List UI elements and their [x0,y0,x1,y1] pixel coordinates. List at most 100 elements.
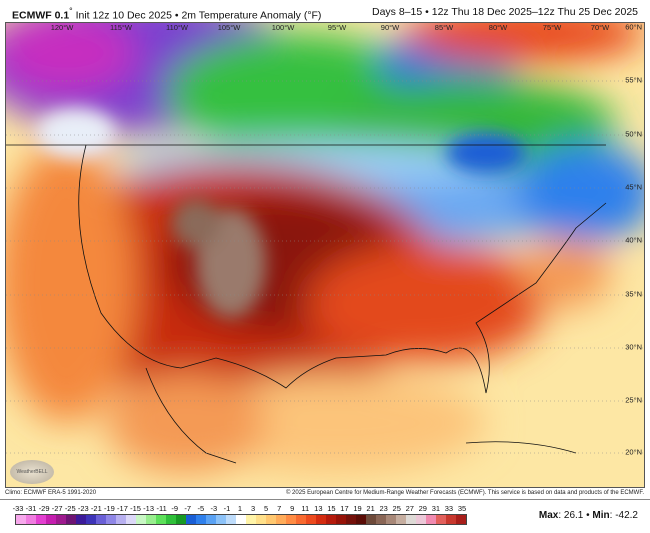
colorbar-tick-label: 13 [314,504,323,513]
product-name: 2m Temperature Anomaly (°F) [181,9,322,22]
lon-label: 85°W [434,23,454,32]
colorbar-swatch [126,515,136,524]
min-label: Min [592,510,610,521]
colorbar-tick-label: 21 [366,504,375,513]
colorbar-tick-label: 5 [264,504,269,513]
lon-label: 120°W [50,23,74,32]
colorbar-swatch [226,515,236,524]
colorbar-tick-label: -1 [223,504,231,513]
colorbar-tick-label: 15 [327,504,336,513]
colorbar-tick-label: 29 [418,504,427,513]
colorbar-tick-label: -19 [103,504,115,513]
max-label: Max [538,510,559,521]
colorbar-swatch [276,515,286,524]
lat-label: 40°N [625,235,642,245]
colorbar-swatch [286,515,296,524]
colorbar-swatch [196,515,206,524]
separator: • [174,9,179,22]
colorbar-swatch [166,515,176,524]
colorbar-tick-label: -11 [156,504,167,513]
map-title: ECMWF 0.1° Init 12z 10 Dec 2025 • 2m Tem… [12,6,321,22]
colorbar-swatch [456,515,466,524]
valid-time: 12z Thu 18 Dec 2025–12z Thu 25 Dec 2025 [431,6,638,18]
colorbar-swatch [346,515,356,524]
map-field [6,23,644,487]
colorbar-tick-label: 25 [392,504,401,513]
degree-sign: ° [69,6,73,16]
colorbar-swatch [236,515,246,524]
colorbar-tick-label: -17 [117,504,128,513]
borders [6,144,607,464]
colorbar-swatch [406,515,416,524]
colorbar-swatch [396,515,406,524]
climatology-note: Climo: ECMWF ERA-5 1991-2020 [5,490,97,496]
lat-label: 20°N [625,447,642,457]
copyright-note: © 2025 European Centre for Medium-Range … [285,490,644,496]
colorbar-swatch [246,515,256,524]
colorbar-swatch [356,515,366,524]
colorbar-swatch [256,515,266,524]
colorbar-tick-label: -3 [210,504,218,513]
colorbar-swatch [146,515,156,524]
lat-label: 55°N [625,75,642,85]
colorbar-swatch [216,515,226,524]
lon-label: 100°W [271,23,295,32]
colorbar-tick-label: -21 [90,504,102,513]
lat-label: 45°N [625,182,642,192]
colorbar-tick-label: -9 [171,504,179,513]
colorbar-tick-label: 1 [237,504,243,513]
colorbar-tick-label: 19 [353,504,362,513]
colorbar-swatch [16,515,26,524]
colorbar-tick-label: -29 [38,504,50,513]
colorbar-swatch [156,515,166,524]
colorbar-tick-label: -13 [143,504,154,513]
min-value: -42.2 [615,510,638,521]
lat-label: 60°N [625,22,642,32]
colorbar-swatch [36,515,46,524]
colorbar-swatch [206,515,216,524]
colorbar-swatch [386,515,396,524]
graticule [6,80,644,454]
lat-label: 30°N [625,342,642,352]
colorbar-swatch [76,515,86,524]
colorbar-tick-label: 35 [457,504,467,513]
colorbar-swatch [116,515,126,524]
colorbar-swatch [316,515,326,524]
colorbar-tick-label: 17 [340,504,349,513]
colorbar-swatch [186,515,196,524]
lon-label: 115°W [109,23,133,32]
lon-label: 70°W [590,23,610,32]
lon-label: 110°W [165,23,189,32]
lon-label: 75°W [542,23,562,32]
colorbar-swatch [86,515,96,524]
colorbar-swatch [436,515,446,524]
colorbar-tick-label: 9 [290,504,295,513]
colorbar-tick-label: 7 [277,504,282,513]
separator: • [425,6,429,18]
colorbar-swatch [366,515,376,524]
colorbar-swatch [376,515,386,524]
lat-label: 50°N [625,129,642,139]
valid-period: Days 8–15 • 12z Thu 18 Dec 2025–12z Thu … [372,6,638,18]
lon-label: 95°W [327,23,347,32]
colorbar-swatch [106,515,116,524]
colorbar-swatch [66,515,76,524]
lon-label: 90°W [380,23,400,32]
weatherbell-logo: WeatherBELL [10,460,54,484]
colorbar-swatch [26,515,36,524]
colorbar-swatch [136,515,146,524]
model-name: ECMWF 0.1 [12,9,70,22]
colorbar-swatch [426,515,436,524]
colorbar-tick-label: 3 [250,504,256,513]
colorbar-swatch [416,515,426,524]
colorbar-swatch [96,515,106,524]
logo-text: WeatherBELL [16,469,48,475]
colorbar-tick-label: -15 [130,504,141,513]
colorbar-swatch [296,515,306,524]
colorbar-tick-label: 33 [444,504,454,513]
colorbar-tick-label: -27 [51,504,63,513]
colorbar-swatch [176,515,186,524]
anomaly-detail [36,108,526,318]
colorbar [15,514,467,525]
lon-label: 105°W [217,23,241,32]
